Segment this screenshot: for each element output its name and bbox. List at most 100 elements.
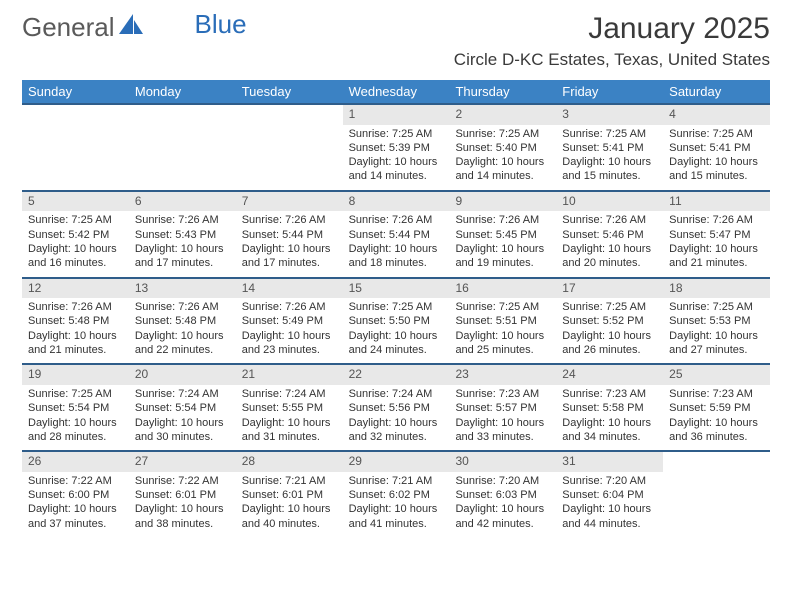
- day-cell: 23Sunrise: 7:23 AMSunset: 5:57 PMDayligh…: [449, 365, 556, 450]
- day-details: Sunrise: 7:26 AMSunset: 5:45 PMDaylight:…: [449, 213, 556, 270]
- day-details: Sunrise: 7:25 AMSunset: 5:51 PMDaylight:…: [449, 300, 556, 357]
- day-cell: [236, 105, 343, 190]
- logo-text-general: General: [22, 12, 115, 43]
- day-number: 30: [449, 452, 556, 472]
- day-cell: 15Sunrise: 7:25 AMSunset: 5:50 PMDayligh…: [343, 279, 450, 364]
- day-details: Sunrise: 7:26 AMSunset: 5:44 PMDaylight:…: [236, 213, 343, 270]
- month-title: January 2025: [454, 12, 770, 46]
- day-number: 13: [129, 279, 236, 299]
- day-details: Sunrise: 7:21 AMSunset: 6:01 PMDaylight:…: [236, 474, 343, 531]
- week-row: 5Sunrise: 7:25 AMSunset: 5:42 PMDaylight…: [22, 190, 770, 277]
- location: Circle D-KC Estates, Texas, United State…: [454, 50, 770, 70]
- day-number-empty: [22, 105, 129, 124]
- day-cell: [22, 105, 129, 190]
- day-number: 14: [236, 279, 343, 299]
- day-details: Sunrise: 7:22 AMSunset: 6:01 PMDaylight:…: [129, 474, 236, 531]
- day-number: 23: [449, 365, 556, 385]
- day-details: Sunrise: 7:24 AMSunset: 5:56 PMDaylight:…: [343, 387, 450, 444]
- day-cell: 6Sunrise: 7:26 AMSunset: 5:43 PMDaylight…: [129, 192, 236, 277]
- day-cell: 31Sunrise: 7:20 AMSunset: 6:04 PMDayligh…: [556, 452, 663, 537]
- day-details: Sunrise: 7:26 AMSunset: 5:44 PMDaylight:…: [343, 213, 450, 270]
- day-details: Sunrise: 7:22 AMSunset: 6:00 PMDaylight:…: [22, 474, 129, 531]
- day-cell: 26Sunrise: 7:22 AMSunset: 6:00 PMDayligh…: [22, 452, 129, 537]
- day-number: 28: [236, 452, 343, 472]
- day-cell: 21Sunrise: 7:24 AMSunset: 5:55 PMDayligh…: [236, 365, 343, 450]
- day-details: Sunrise: 7:25 AMSunset: 5:53 PMDaylight:…: [663, 300, 770, 357]
- day-details: Sunrise: 7:25 AMSunset: 5:50 PMDaylight:…: [343, 300, 450, 357]
- day-details: Sunrise: 7:26 AMSunset: 5:46 PMDaylight:…: [556, 213, 663, 270]
- day-details: Sunrise: 7:25 AMSunset: 5:52 PMDaylight:…: [556, 300, 663, 357]
- day-details: Sunrise: 7:21 AMSunset: 6:02 PMDaylight:…: [343, 474, 450, 531]
- day-number: 17: [556, 279, 663, 299]
- day-details: Sunrise: 7:23 AMSunset: 5:59 PMDaylight:…: [663, 387, 770, 444]
- sail-icon: [119, 12, 143, 43]
- day-details: Sunrise: 7:26 AMSunset: 5:47 PMDaylight:…: [663, 213, 770, 270]
- day-cell: 27Sunrise: 7:22 AMSunset: 6:01 PMDayligh…: [129, 452, 236, 537]
- day-cell: [129, 105, 236, 190]
- day-number: 22: [343, 365, 450, 385]
- day-number: 2: [449, 105, 556, 125]
- calendar: SundayMondayTuesdayWednesdayThursdayFrid…: [22, 80, 770, 537]
- weekday-friday: Friday: [556, 80, 663, 103]
- weekday-sunday: Sunday: [22, 80, 129, 103]
- day-number: 3: [556, 105, 663, 125]
- weekday-wednesday: Wednesday: [343, 80, 450, 103]
- day-number-empty: [236, 105, 343, 124]
- day-number: 4: [663, 105, 770, 125]
- day-cell: 22Sunrise: 7:24 AMSunset: 5:56 PMDayligh…: [343, 365, 450, 450]
- day-number: 15: [343, 279, 450, 299]
- day-cell: 10Sunrise: 7:26 AMSunset: 5:46 PMDayligh…: [556, 192, 663, 277]
- day-details: Sunrise: 7:26 AMSunset: 5:48 PMDaylight:…: [22, 300, 129, 357]
- weekday-tuesday: Tuesday: [236, 80, 343, 103]
- day-number: 21: [236, 365, 343, 385]
- week-row: 26Sunrise: 7:22 AMSunset: 6:00 PMDayligh…: [22, 450, 770, 537]
- logo-text-blue: Blue: [195, 9, 247, 40]
- day-cell: 1Sunrise: 7:25 AMSunset: 5:39 PMDaylight…: [343, 105, 450, 190]
- day-cell: 24Sunrise: 7:23 AMSunset: 5:58 PMDayligh…: [556, 365, 663, 450]
- day-details: Sunrise: 7:23 AMSunset: 5:57 PMDaylight:…: [449, 387, 556, 444]
- day-details: Sunrise: 7:25 AMSunset: 5:41 PMDaylight:…: [663, 127, 770, 184]
- day-number: 1: [343, 105, 450, 125]
- day-details: Sunrise: 7:25 AMSunset: 5:40 PMDaylight:…: [449, 127, 556, 184]
- day-cell: 14Sunrise: 7:26 AMSunset: 5:49 PMDayligh…: [236, 279, 343, 364]
- day-number: 18: [663, 279, 770, 299]
- day-cell: 30Sunrise: 7:20 AMSunset: 6:03 PMDayligh…: [449, 452, 556, 537]
- day-number: 16: [449, 279, 556, 299]
- day-number: 9: [449, 192, 556, 212]
- day-number-empty: [663, 452, 770, 471]
- day-cell: 13Sunrise: 7:26 AMSunset: 5:48 PMDayligh…: [129, 279, 236, 364]
- day-cell: 28Sunrise: 7:21 AMSunset: 6:01 PMDayligh…: [236, 452, 343, 537]
- title-block: January 2025 Circle D-KC Estates, Texas,…: [454, 12, 770, 70]
- day-number: 25: [663, 365, 770, 385]
- day-number: 10: [556, 192, 663, 212]
- day-number: 8: [343, 192, 450, 212]
- weekday-monday: Monday: [129, 80, 236, 103]
- day-number: 27: [129, 452, 236, 472]
- day-details: Sunrise: 7:20 AMSunset: 6:04 PMDaylight:…: [556, 474, 663, 531]
- day-cell: 9Sunrise: 7:26 AMSunset: 5:45 PMDaylight…: [449, 192, 556, 277]
- day-number: 7: [236, 192, 343, 212]
- day-number: 19: [22, 365, 129, 385]
- day-number: 11: [663, 192, 770, 212]
- weeks-container: 1Sunrise: 7:25 AMSunset: 5:39 PMDaylight…: [22, 103, 770, 537]
- day-number: 29: [343, 452, 450, 472]
- day-cell: 3Sunrise: 7:25 AMSunset: 5:41 PMDaylight…: [556, 105, 663, 190]
- header: General Blue January 2025 Circle D-KC Es…: [0, 0, 792, 74]
- day-number: 6: [129, 192, 236, 212]
- day-number-empty: [129, 105, 236, 124]
- day-cell: 12Sunrise: 7:26 AMSunset: 5:48 PMDayligh…: [22, 279, 129, 364]
- day-details: Sunrise: 7:25 AMSunset: 5:54 PMDaylight:…: [22, 387, 129, 444]
- day-details: Sunrise: 7:26 AMSunset: 5:48 PMDaylight:…: [129, 300, 236, 357]
- day-number: 12: [22, 279, 129, 299]
- day-cell: 18Sunrise: 7:25 AMSunset: 5:53 PMDayligh…: [663, 279, 770, 364]
- day-cell: [663, 452, 770, 537]
- day-number: 5: [22, 192, 129, 212]
- day-details: Sunrise: 7:26 AMSunset: 5:43 PMDaylight:…: [129, 213, 236, 270]
- weekday-thursday: Thursday: [449, 80, 556, 103]
- day-cell: 8Sunrise: 7:26 AMSunset: 5:44 PMDaylight…: [343, 192, 450, 277]
- day-number: 20: [129, 365, 236, 385]
- day-details: Sunrise: 7:25 AMSunset: 5:41 PMDaylight:…: [556, 127, 663, 184]
- day-details: Sunrise: 7:24 AMSunset: 5:54 PMDaylight:…: [129, 387, 236, 444]
- week-row: 19Sunrise: 7:25 AMSunset: 5:54 PMDayligh…: [22, 363, 770, 450]
- weekday-saturday: Saturday: [663, 80, 770, 103]
